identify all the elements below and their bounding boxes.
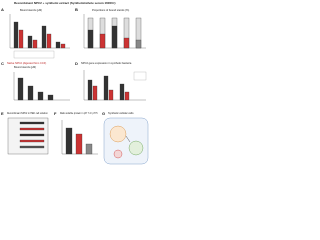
panel-f-plot [61, 120, 98, 155]
panel-a-plot [9, 14, 70, 59]
panel-e-plot [7, 117, 49, 155]
panel-subtitle: Bound sterols (µM) [14, 66, 36, 69]
panel-title: Synthetic cellular cells [108, 112, 134, 115]
panel-label: F [54, 111, 57, 116]
panel-title: Proportions of bound sterols (%) [92, 9, 130, 12]
panel-label: A [1, 7, 4, 12]
panel-label: C [1, 61, 4, 66]
figure-title: Recombinant NPC2 + synthetic extract (Sy… [14, 1, 116, 5]
panel-title: NPC2 gene expression in synthetic bacter… [81, 62, 132, 65]
panel-label: E [1, 111, 4, 116]
panel-label: D [75, 61, 78, 66]
panel-title: Native NPC2 (digested from CCF) [7, 62, 47, 65]
panel-title: Recombinant NPC2 in HEK cell solution [7, 113, 48, 115]
figure-graphics [7, 14, 149, 165]
panel-d-plot [83, 70, 147, 101]
panel-label: B [75, 7, 78, 12]
panel-title: Ratio soluble protein in pH 7.4 / pH 5 [60, 113, 98, 115]
panel-label: G [102, 111, 106, 116]
panel-c-plot [13, 72, 70, 101]
panel-g-diagram [103, 117, 149, 165]
figure-page: Recombinant NPC2 + synthetic extract (Sy… [0, 0, 150, 212]
panel-title: Bound sterols (µM) [20, 9, 42, 12]
panel-b-plot [83, 14, 146, 49]
